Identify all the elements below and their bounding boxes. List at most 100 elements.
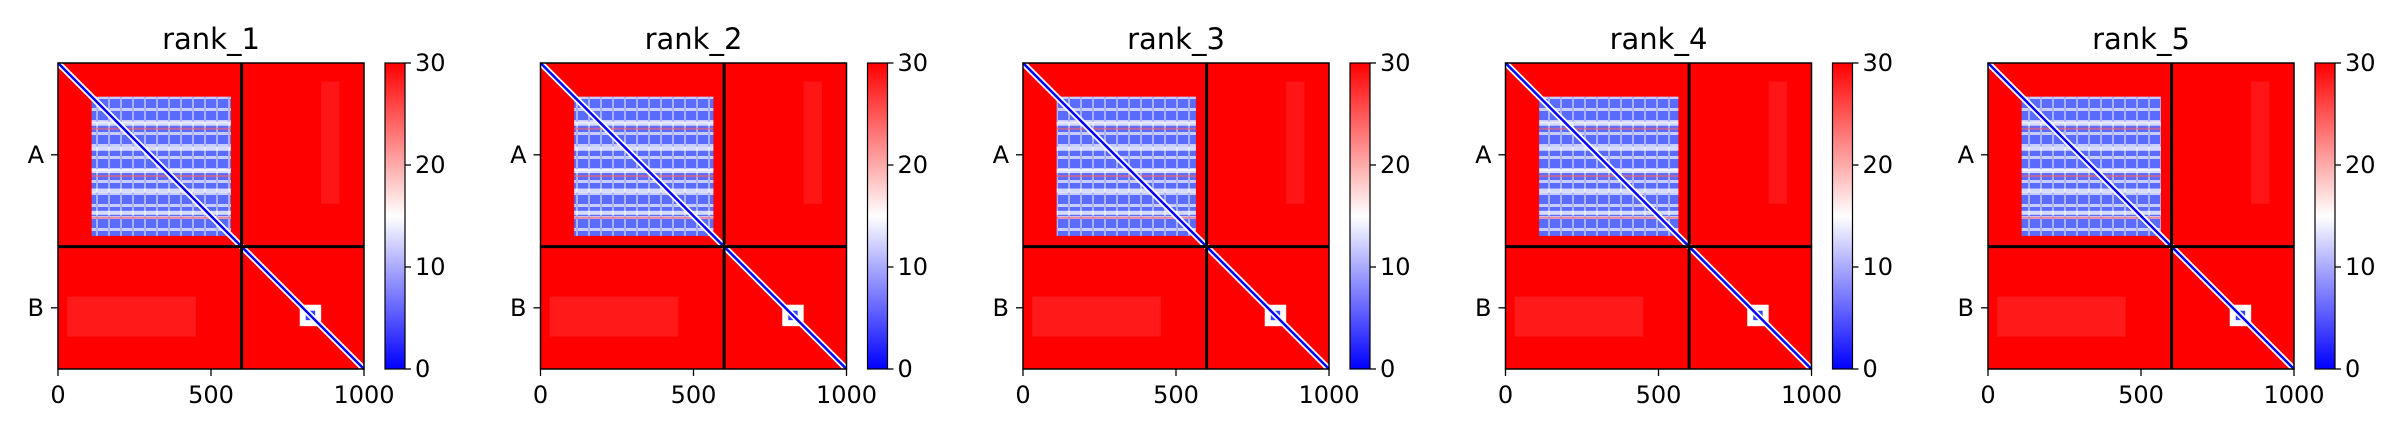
colorbar — [1349, 62, 1371, 370]
block-stripe — [2021, 188, 2161, 193]
block-stripe — [1056, 127, 1196, 130]
block-stripe — [1056, 146, 1196, 151]
x-tick-label: 0 — [1980, 381, 1995, 409]
y-chain-label: B — [1958, 294, 1974, 322]
block-stripe — [1539, 169, 1679, 174]
block-stripe — [1539, 175, 1679, 178]
block-stripe — [574, 127, 714, 130]
block-stripe — [2021, 169, 2161, 174]
block-stripe — [1056, 216, 1196, 219]
block-stripe — [1539, 127, 1679, 130]
block-stripe — [574, 146, 714, 151]
interchain-texture — [67, 296, 196, 337]
colorbar-tick-label: 10 — [415, 253, 446, 281]
y-chain-label: B — [28, 294, 44, 322]
block-stripe — [1539, 216, 1679, 219]
diagonal-line — [1987, 62, 2295, 370]
colorbar-tick-label: 10 — [1380, 253, 1411, 281]
x-tick-label: 0 — [1015, 381, 1030, 409]
diagonal-line — [57, 62, 365, 370]
interchain-texture — [803, 81, 823, 204]
colorbar — [384, 62, 406, 370]
colorbar-tick-label: 30 — [898, 49, 929, 77]
interchain-texture — [321, 81, 340, 204]
block-stripe — [1539, 210, 1679, 215]
block-stripe — [91, 127, 231, 130]
colorbar-tick-label: 20 — [415, 151, 446, 179]
block-stripe — [91, 188, 231, 193]
x-tick-label: 0 — [533, 381, 548, 409]
block-stripe — [1539, 121, 1679, 126]
y-chain-label: B — [510, 294, 526, 322]
x-tick-label: 1000 — [1781, 381, 1842, 409]
panel-title: rank_1 — [162, 22, 260, 56]
interchain-texture — [549, 296, 679, 337]
colorbar-tick-label: 10 — [898, 253, 929, 281]
colorbar-tick-label: 20 — [898, 151, 929, 179]
interchain-texture — [1997, 296, 2126, 337]
block-stripe — [91, 169, 231, 174]
y-chain-label: A — [510, 141, 527, 169]
block-stripe — [1056, 188, 1196, 193]
colorbar-tick-label: 20 — [1380, 151, 1411, 179]
colorbar-tick-label: 0 — [1863, 355, 1878, 383]
block-stripe — [1539, 146, 1679, 151]
x-tick-label: 0 — [1498, 381, 1513, 409]
y-chain-label: A — [1958, 141, 1975, 169]
y-chain-label: B — [1475, 294, 1491, 322]
diagonal-line — [1504, 62, 1813, 370]
x-tick-label: 1000 — [816, 381, 877, 409]
panel-title: rank_4 — [1610, 22, 1708, 56]
block-stripe — [2021, 146, 2161, 151]
colorbar-tick-label: 30 — [415, 49, 446, 77]
block-stripe — [2021, 175, 2161, 178]
block-stripe — [574, 121, 714, 126]
x-tick-label: 500 — [188, 381, 234, 409]
panel-2: rank_2 0 500 1000 A B 0 10 20 30 — [510, 22, 928, 409]
colorbar-tick-label: 20 — [1863, 151, 1894, 179]
colorbar-tick-label: 0 — [1380, 355, 1395, 383]
interchain-texture — [2251, 81, 2270, 204]
colorbar-tick-label: 10 — [2345, 253, 2376, 281]
panel-1: rank_1 0 500 1000 A B 0 10 20 30 — [28, 22, 446, 409]
block-stripe — [1056, 210, 1196, 215]
diagonal-line — [539, 62, 848, 370]
colorbar-tick-label: 30 — [1863, 49, 1894, 77]
colorbar-tick-label: 0 — [2345, 355, 2360, 383]
colorbar-tick-label: 10 — [1863, 253, 1894, 281]
block-stripe — [574, 175, 714, 178]
y-chain-label: A — [1475, 141, 1492, 169]
colorbar-tick-label: 0 — [415, 355, 430, 383]
interchain-texture — [1286, 81, 1305, 204]
block-stripe — [2021, 210, 2161, 215]
block-stripe — [91, 146, 231, 151]
block-stripe — [91, 175, 231, 178]
y-chain-label: A — [993, 141, 1010, 169]
block-stripe — [1056, 121, 1196, 126]
block-stripe — [2021, 216, 2161, 219]
colorbar — [866, 62, 889, 370]
y-chain-label: B — [993, 294, 1009, 322]
x-tick-label: 1000 — [2263, 381, 2324, 409]
block-stripe — [574, 169, 714, 174]
x-tick-label: 1000 — [333, 381, 394, 409]
panel-5: rank_5 0 500 1000 A B 0 10 20 30 — [1958, 22, 2376, 409]
panel-3: rank_3 0 500 1000 A B 0 10 20 30 — [993, 22, 1411, 409]
x-tick-label: 1000 — [1298, 381, 1359, 409]
colorbar — [1831, 62, 1854, 370]
panel-title: rank_3 — [1127, 22, 1225, 56]
colorbar-tick-label: 20 — [2345, 151, 2376, 179]
x-tick-label: 500 — [2118, 381, 2164, 409]
x-tick-label: 500 — [1153, 381, 1199, 409]
colorbar — [2314, 62, 2336, 370]
block-stripe — [574, 216, 714, 219]
panel-title: rank_5 — [2092, 22, 2190, 56]
block-stripe — [1056, 175, 1196, 178]
block-stripe — [574, 210, 714, 215]
colorbar-tick-label: 0 — [898, 355, 913, 383]
y-chain-label: A — [28, 141, 45, 169]
block-stripe — [91, 210, 231, 215]
x-tick-label: 500 — [671, 381, 717, 409]
diagonal-line — [1022, 62, 1330, 370]
